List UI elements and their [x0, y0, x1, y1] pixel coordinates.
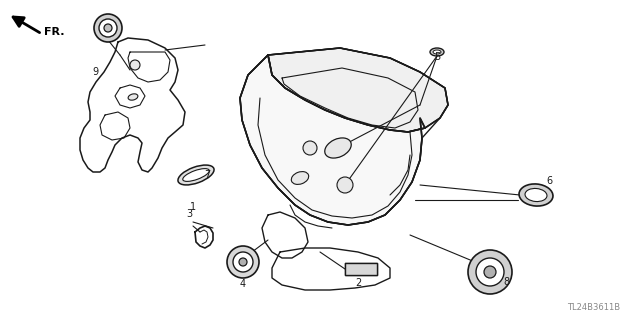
Ellipse shape	[519, 184, 553, 206]
Text: 6: 6	[546, 176, 552, 186]
Ellipse shape	[183, 169, 209, 182]
Ellipse shape	[324, 138, 351, 158]
Ellipse shape	[128, 94, 138, 100]
Ellipse shape	[525, 189, 547, 202]
Circle shape	[476, 258, 504, 286]
Circle shape	[130, 60, 140, 70]
Ellipse shape	[291, 172, 308, 184]
Polygon shape	[345, 263, 377, 275]
Text: 3: 3	[186, 209, 192, 219]
Circle shape	[94, 14, 122, 42]
Text: TL24B3611B: TL24B3611B	[567, 303, 620, 312]
Circle shape	[337, 177, 353, 193]
Text: FR.: FR.	[44, 27, 65, 37]
Circle shape	[99, 19, 117, 37]
Text: 7: 7	[204, 170, 210, 180]
Text: 2: 2	[355, 278, 361, 288]
Text: 8: 8	[503, 277, 509, 287]
Circle shape	[227, 246, 259, 278]
Circle shape	[303, 141, 317, 155]
Text: 1: 1	[190, 202, 196, 212]
Ellipse shape	[433, 50, 441, 54]
Circle shape	[239, 258, 247, 266]
Polygon shape	[268, 48, 448, 132]
Circle shape	[104, 24, 112, 32]
Text: 9: 9	[92, 67, 98, 77]
Circle shape	[233, 252, 253, 272]
Polygon shape	[240, 55, 425, 225]
Text: 4: 4	[240, 279, 246, 289]
Circle shape	[484, 266, 496, 278]
Circle shape	[468, 250, 512, 294]
Ellipse shape	[430, 48, 444, 56]
Text: 5: 5	[434, 52, 440, 62]
Ellipse shape	[178, 165, 214, 185]
